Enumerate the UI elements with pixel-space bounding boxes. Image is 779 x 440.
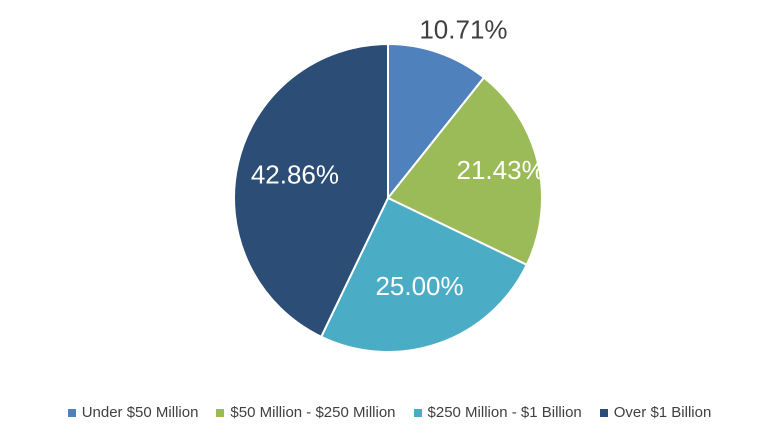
legend-swatch [599,408,608,417]
legend-item-under-50m: Under $50 Million [67,404,199,421]
pie-slices [233,42,543,353]
pie-slice-250m-1b [319,196,529,353]
legend-label: $250 Million - $1 Billion [427,404,582,421]
legend-item-50m-250m: $50 Million - $250 Million [216,404,396,421]
data-label-50m-250m: 21.43% [457,155,545,185]
legend-item-250m-1b: $250 Million - $1 Billion [413,404,582,421]
data-label-250m-1b: 25.00% [375,271,463,301]
legend-swatch [67,408,76,417]
legend-label: Over $1 Billion [613,404,712,421]
pie-slice-50m-250m [386,76,543,267]
data-label-over-1b: 42.86% [251,160,339,190]
data-label-under-50m: 10.71% [419,15,507,45]
legend-item-over-1b: Over $1 Billion [599,404,712,421]
pie-slice-under-50m [387,42,486,201]
pie-slice-over-1b [233,42,389,339]
pie-data-labels: 10.71% 21.43% 25.00% 42.86% [251,15,545,301]
legend-swatch [216,408,225,417]
legend-swatch [413,408,422,417]
chart-legend: Under $50 Million $50 Million - $250 Mil… [0,404,779,421]
legend-label: $50 Million - $250 Million [230,404,396,421]
legend-label: Under $50 Million [81,404,199,421]
